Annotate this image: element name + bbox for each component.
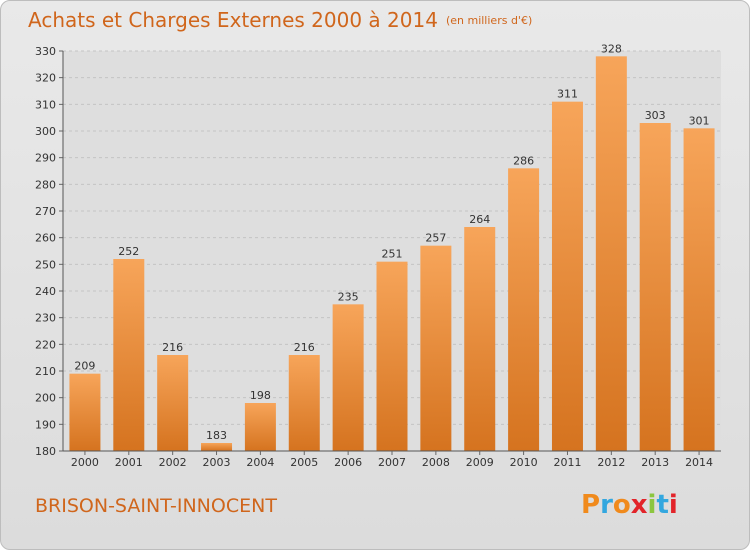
bar-2005: [288, 355, 320, 451]
bar-2002: [157, 355, 189, 451]
data-label: 216: [294, 341, 315, 354]
data-label: 301: [689, 114, 710, 127]
proxiti-logo: Proxiti: [581, 490, 678, 520]
bar-2006: [332, 304, 364, 451]
logo-letter: r: [600, 490, 613, 520]
logo-letter: o: [612, 490, 631, 520]
y-tick-label: 300: [35, 125, 56, 138]
y-tick-label: 310: [35, 98, 56, 111]
bar-2011: [551, 101, 583, 452]
y-tick-label: 280: [35, 178, 56, 191]
x-tick-label: 2000: [71, 456, 99, 469]
y-tick-label: 220: [35, 338, 56, 351]
x-tick-label: 2005: [290, 456, 318, 469]
title-text: Achats et Charges Externes 2000 à 2014: [28, 8, 438, 32]
bar-2010: [508, 168, 540, 452]
x-tick-label: 2013: [641, 456, 669, 469]
x-tick-label: 2003: [203, 456, 231, 469]
logo-letter: x: [630, 490, 648, 520]
x-tick-label: 2007: [378, 456, 406, 469]
y-tick-label: 330: [35, 45, 56, 58]
x-tick-label: 2014: [685, 456, 713, 469]
logo-letter: t: [656, 490, 669, 520]
y-tick-label: 270: [35, 205, 56, 218]
data-label: 235: [338, 290, 359, 303]
y-tick-label: 290: [35, 152, 56, 165]
data-label: 257: [425, 232, 446, 245]
data-label: 216: [162, 341, 183, 354]
y-tick-label: 260: [35, 232, 56, 245]
data-label: 286: [513, 154, 534, 167]
logo-letter: i: [647, 490, 657, 520]
bar-2014: [683, 128, 715, 451]
x-tick-label: 2010: [510, 456, 538, 469]
bar-2008: [420, 245, 452, 451]
bar-2000: [69, 373, 101, 451]
data-label: 311: [557, 88, 578, 101]
town-name: BRISON-SAINT-INNOCENT: [35, 495, 277, 517]
x-tick-label: 2004: [246, 456, 274, 469]
y-tick-label: 180: [35, 445, 56, 458]
data-label: 183: [206, 429, 227, 442]
data-label: 251: [382, 248, 403, 261]
bar-2007: [376, 261, 408, 451]
x-tick-label: 2002: [159, 456, 187, 469]
y-tick-label: 320: [35, 72, 56, 85]
y-tick-label: 240: [35, 285, 56, 298]
bar-2004: [244, 403, 276, 451]
bar-2009: [464, 227, 496, 451]
x-tick-label: 2011: [553, 456, 581, 469]
y-tick-label: 210: [35, 365, 56, 378]
y-tick-label: 250: [35, 258, 56, 271]
logo-letter: i: [668, 490, 678, 520]
data-label: 303: [645, 109, 666, 122]
chart-title: Achats et Charges Externes 2000 à 2014 (e…: [28, 8, 532, 32]
bar-2001: [113, 259, 145, 451]
data-label: 264: [469, 213, 490, 226]
x-tick-label: 2009: [466, 456, 494, 469]
chart-subtitle: (en milliers d'€): [445, 14, 533, 27]
data-label: 198: [250, 389, 271, 402]
logo-letter: P: [581, 490, 601, 520]
data-label: 328: [601, 42, 622, 55]
y-tick-label: 200: [35, 392, 56, 405]
y-tick-label: 190: [35, 418, 56, 431]
x-tick-label: 2001: [115, 456, 143, 469]
x-tick-label: 2006: [334, 456, 362, 469]
data-label: 209: [74, 360, 95, 373]
bar-2003: [201, 443, 233, 451]
x-tick-label: 2008: [422, 456, 450, 469]
x-tick-label: 2012: [597, 456, 625, 469]
bar-2012: [595, 56, 627, 451]
y-tick-label: 230: [35, 312, 56, 325]
bar-2013: [639, 123, 671, 451]
data-label: 252: [118, 245, 139, 258]
